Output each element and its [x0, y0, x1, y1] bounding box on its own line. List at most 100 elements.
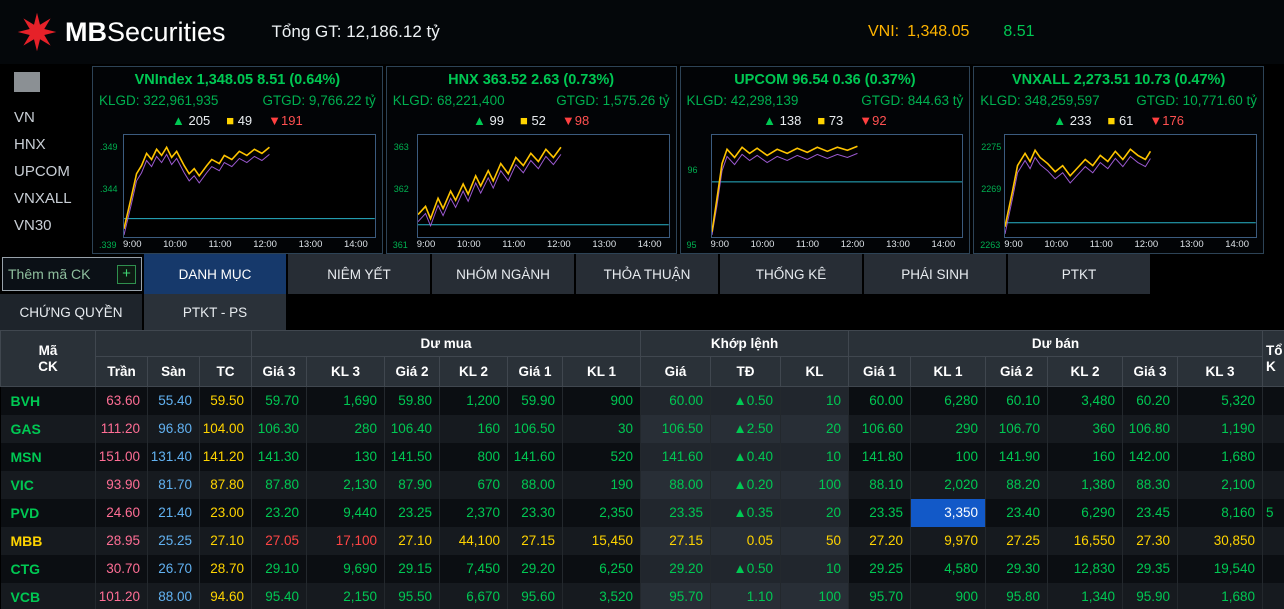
table-row-pvd[interactable]: PVD 24.60 21.40 23.00 23.20 9,440 23.25 2,370 23…: [0, 498, 1284, 527]
tab-ptkt-ps[interactable]: PTKT - PS: [144, 294, 286, 330]
tab-thoa-thuan[interactable]: THỎA THUẬN: [576, 254, 718, 294]
price-cell[interactable]: 9,970: [910, 526, 987, 555]
price-cell[interactable]: 106.50: [507, 414, 564, 443]
price-cell[interactable]: 106.60: [848, 414, 912, 443]
price-cell[interactable]: 16,550: [1047, 526, 1124, 555]
price-cell[interactable]: 1,190: [1177, 414, 1264, 443]
table-row-msn[interactable]: MSN 151.00 131.40 141.20 141.30 130 141.50 800 1…: [0, 442, 1284, 471]
col-header-tran[interactable]: Trần: [95, 356, 148, 387]
price-cell[interactable]: 95.70: [848, 582, 912, 609]
price-cell[interactable]: 55.40: [147, 386, 200, 415]
sidebar-item-upcom[interactable]: UPCOM: [14, 163, 70, 180]
price-cell[interactable]: 63.60: [95, 386, 148, 415]
price-cell[interactable]: 25.25: [147, 526, 200, 555]
price-cell[interactable]: 10: [780, 386, 850, 415]
price-cell[interactable]: 60.10: [985, 386, 1049, 415]
price-cell[interactable]: 60.20: [1122, 386, 1179, 415]
price-cell[interactable]: 95.50: [384, 582, 441, 609]
price-cell[interactable]: 100: [910, 442, 987, 471]
price-cell[interactable]: 60.00: [848, 386, 912, 415]
price-cell[interactable]: 151.00: [95, 442, 148, 471]
col-header-buy-kl2[interactable]: KL 2: [439, 356, 509, 387]
sidebar-item-vnxall[interactable]: VNXALL: [14, 190, 72, 207]
price-cell[interactable]: 900: [562, 386, 642, 415]
tab-chung-quyen[interactable]: CHỨNG QUYỀN: [0, 294, 142, 330]
price-cell[interactable]: 95.90: [1122, 582, 1179, 609]
price-cell[interactable]: 96.80: [147, 414, 200, 443]
price-cell[interactable]: 87.90: [384, 470, 441, 499]
price-cell[interactable]: 23.35: [640, 498, 712, 527]
price-cell[interactable]: 88.10: [848, 470, 912, 499]
price-cell[interactable]: 95.80: [985, 582, 1049, 609]
price-cell[interactable]: 104.00: [199, 414, 253, 443]
sidebar-item-vn30[interactable]: VN30: [14, 217, 52, 234]
col-header-buy-kl1[interactable]: KL 1: [562, 356, 642, 387]
price-cell[interactable]: 900: [910, 582, 987, 609]
price-cell[interactable]: 27.05: [251, 526, 308, 555]
price-cell[interactable]: 20: [780, 498, 850, 527]
price-cell[interactable]: 190: [562, 470, 642, 499]
price-cell[interactable]: 1,380: [1047, 470, 1124, 499]
price-cell[interactable]: 4,580: [910, 554, 987, 583]
price-cell[interactable]: 160: [1047, 442, 1124, 471]
price-cell[interactable]: 290: [910, 414, 987, 443]
price-cell[interactable]: 2,370: [439, 498, 509, 527]
price-cell[interactable]: 27.10: [384, 526, 441, 555]
price-cell[interactable]: 29.20: [640, 554, 712, 583]
price-cell[interactable]: 29.35: [1122, 554, 1179, 583]
symbol-cell[interactable]: BVH: [0, 386, 96, 415]
price-cell[interactable]: 23.35: [848, 498, 912, 527]
price-cell[interactable]: 141.60: [640, 442, 712, 471]
price-cell[interactable]: ▲0.40: [710, 442, 782, 471]
price-cell[interactable]: 27.25: [985, 526, 1049, 555]
price-cell[interactable]: 1,200: [439, 386, 509, 415]
price-cell[interactable]: 6,290: [1047, 498, 1124, 527]
price-cell[interactable]: 87.80: [199, 470, 253, 499]
price-cell[interactable]: 360: [1047, 414, 1124, 443]
price-cell[interactable]: 106.40: [384, 414, 441, 443]
col-header-sell-gia1[interactable]: Giá 1: [848, 356, 912, 387]
price-cell[interactable]: 29.10: [251, 554, 308, 583]
price-cell[interactable]: 21.40: [147, 498, 200, 527]
price-cell[interactable]: ▲2.50: [710, 414, 782, 443]
price-cell[interactable]: 29.15: [384, 554, 441, 583]
price-cell[interactable]: 141.90: [985, 442, 1049, 471]
price-cell[interactable]: 1.10: [710, 582, 782, 609]
table-row-bvh[interactable]: BVH 63.60 55.40 59.50 59.70 1,690 59.80 1,200 59…: [0, 386, 1284, 415]
price-cell[interactable]: 59.50: [199, 386, 253, 415]
tab-danh-muc[interactable]: DANH MỤC: [144, 254, 286, 294]
price-cell[interactable]: 100: [780, 470, 850, 499]
tab-phai-sinh[interactable]: PHÁI SINH: [864, 254, 1006, 294]
price-cell[interactable]: 28.95: [95, 526, 148, 555]
price-cell[interactable]: 9,440: [306, 498, 386, 527]
price-cell[interactable]: 59.90: [507, 386, 564, 415]
tab-thong-ke[interactable]: THỐNG KÊ: [720, 254, 862, 294]
sidebar-item-hnx[interactable]: HNX: [14, 136, 46, 153]
price-cell[interactable]: 141.30: [251, 442, 308, 471]
symbol-cell[interactable]: VCB: [0, 582, 96, 609]
price-cell[interactable]: 60.00: [640, 386, 712, 415]
table-row-vic[interactable]: VIC 93.90 81.70 87.80 87.80 2,130 87.90 670 88.0…: [0, 470, 1284, 499]
price-cell[interactable]: 106.80: [1122, 414, 1179, 443]
price-cell[interactable]: 6,670: [439, 582, 509, 609]
price-cell[interactable]: 27.15: [640, 526, 712, 555]
price-cell[interactable]: 0.05: [710, 526, 782, 555]
price-cell[interactable]: 1,680: [1177, 582, 1264, 609]
price-cell[interactable]: 88.00: [147, 582, 200, 609]
price-cell[interactable]: 59.80: [384, 386, 441, 415]
price-cell[interactable]: 670: [439, 470, 509, 499]
price-cell[interactable]: 2,020: [910, 470, 987, 499]
price-cell[interactable]: 88.30: [1122, 470, 1179, 499]
price-cell[interactable]: 29.25: [848, 554, 912, 583]
price-cell[interactable]: 131.40: [147, 442, 200, 471]
price-cell[interactable]: 93.90: [95, 470, 148, 499]
sidebar-item-vn[interactable]: VN: [14, 109, 35, 126]
panel-toggle-button[interactable]: [14, 72, 40, 92]
price-cell[interactable]: 81.70: [147, 470, 200, 499]
price-cell[interactable]: 280: [306, 414, 386, 443]
price-cell[interactable]: 17,100: [306, 526, 386, 555]
price-cell[interactable]: 160: [439, 414, 509, 443]
price-cell[interactable]: 106.50: [640, 414, 712, 443]
col-header-sell-kl2[interactable]: KL 2: [1047, 356, 1124, 387]
price-cell[interactable]: 88.00: [507, 470, 564, 499]
